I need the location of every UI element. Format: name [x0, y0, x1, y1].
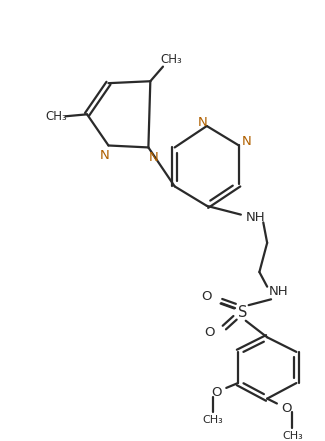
Text: NH: NH — [269, 285, 289, 298]
Text: N: N — [100, 149, 110, 162]
Text: CH₃: CH₃ — [45, 110, 67, 123]
Text: CH₃: CH₃ — [160, 53, 182, 66]
Text: N: N — [198, 116, 208, 129]
Text: O: O — [202, 290, 212, 303]
Text: O: O — [211, 386, 222, 399]
Text: N: N — [242, 135, 252, 148]
Text: CH₃: CH₃ — [282, 430, 303, 441]
Text: CH₃: CH₃ — [202, 415, 223, 425]
Text: NH: NH — [246, 211, 265, 224]
Text: O: O — [281, 402, 292, 415]
Text: N: N — [149, 151, 158, 164]
Text: S: S — [238, 306, 248, 321]
Text: O: O — [204, 326, 215, 339]
